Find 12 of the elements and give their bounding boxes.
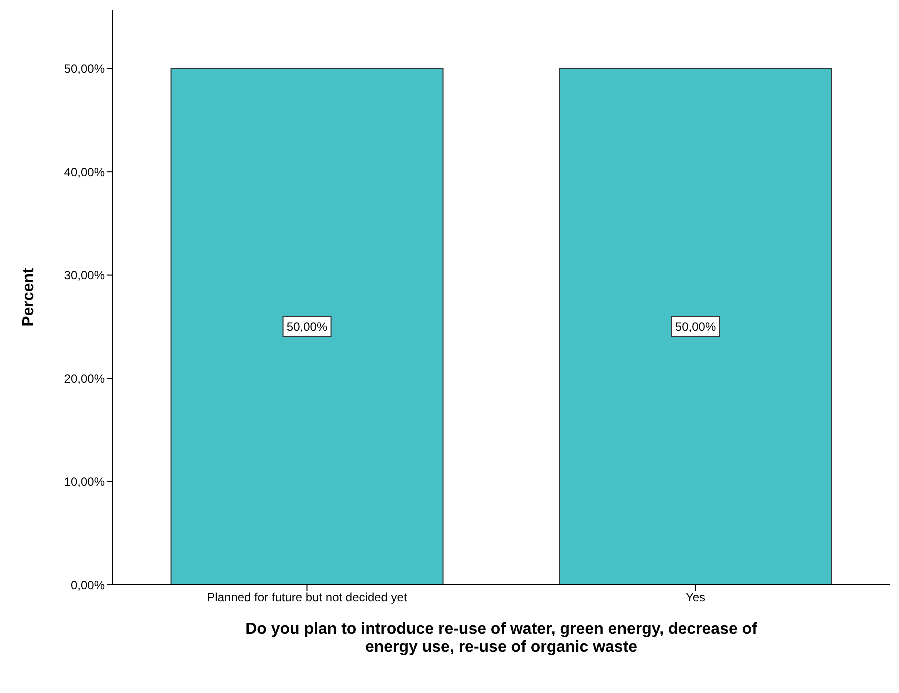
data-label: 50,00% (286, 320, 328, 334)
y-tick-label: 40,00% (64, 165, 106, 180)
y-tick-label: 0,00% (70, 578, 106, 592)
x-axis-title: Do you plan to introduce re-use of water, green energy, decrease of energy use, re-use of organic waste (244, 621, 758, 657)
data-label: 50,00% (675, 320, 716, 334)
y-tick-label: 20,00% (64, 372, 106, 386)
y-tick-label: 10,00% (64, 475, 106, 490)
x-tick-label: Planned for future but not decided yet (207, 590, 408, 605)
y-tick-label: 30,00% (64, 268, 106, 283)
x-tick-label: Yes (686, 590, 706, 605)
y-axis-title: Percent (20, 267, 38, 327)
y-tick-label: 50,00% (64, 62, 106, 76)
